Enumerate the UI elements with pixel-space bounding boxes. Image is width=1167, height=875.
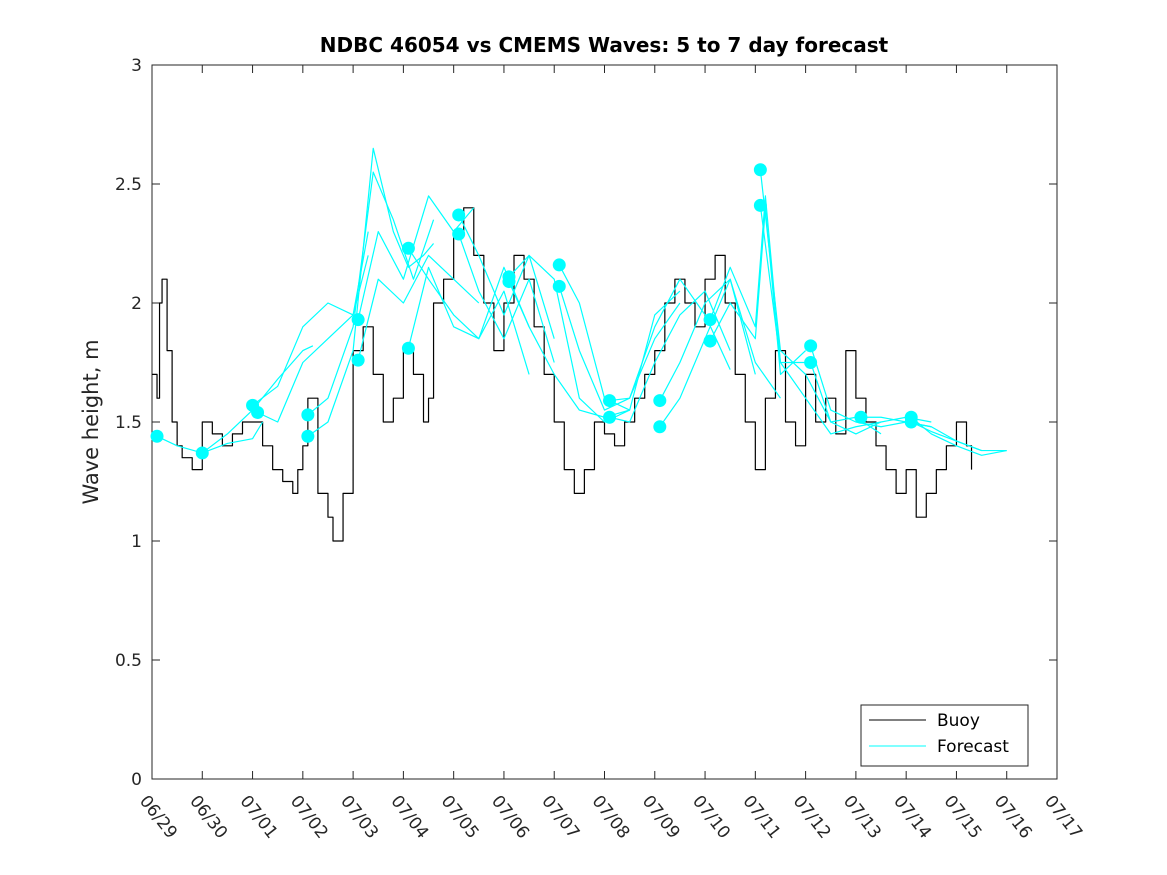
forecast-start-marker	[703, 334, 717, 348]
legend-buoy-label: Buoy	[937, 711, 980, 731]
forecast-start-marker	[401, 241, 415, 255]
forecast-start-marker	[603, 394, 617, 408]
forecast-series-line	[759, 205, 882, 435]
forecast-start-marker	[502, 275, 516, 289]
legend-forecast-label: Forecast	[937, 737, 1009, 757]
tick-marks	[151, 64, 1058, 780]
forecast-start-marker	[401, 341, 415, 355]
forecast-series-line	[156, 421, 264, 454]
forecast-series-line	[458, 233, 555, 363]
y-tick-labels: 0 0.5 1 1.5 2 2.5 3	[115, 56, 142, 790]
forecast-start-marker	[195, 446, 209, 460]
forecast-start-marker	[351, 353, 365, 367]
y-tick-label: 0	[131, 770, 142, 790]
plot-area	[150, 64, 1058, 780]
legend-box	[860, 704, 1029, 767]
forecast-series-line	[659, 278, 781, 401]
forecast-series-line	[609, 290, 731, 423]
y-tick-label: 1.5	[115, 413, 142, 433]
chart-title: NDBC 46054 vs CMEMS Waves: 5 to 7 day fo…	[320, 33, 889, 57]
forecast-start-marker	[753, 198, 767, 212]
forecast-series-line	[257, 231, 369, 423]
y-axis-label: Wave height, m	[79, 339, 103, 504]
forecast-start-marker	[804, 356, 818, 369]
forecast-series-line	[357, 195, 475, 320]
forecast-start-marker	[251, 405, 265, 419]
y-tick-label: 0.5	[115, 651, 142, 671]
forecast-start-marker	[452, 208, 466, 222]
forecast-start-marker	[150, 429, 164, 443]
y-tick-label: 3	[131, 56, 142, 76]
y-tick-label: 2	[131, 294, 142, 314]
forecast-start-marker	[804, 339, 818, 353]
forecast-start-marker	[301, 429, 315, 443]
y-tick-label: 1	[131, 532, 142, 552]
forecast-markers	[150, 163, 918, 460]
legend: Buoy Forecast	[860, 704, 1029, 767]
forecast-start-marker	[753, 163, 767, 177]
y-tick-label: 2.5	[115, 175, 142, 195]
forecast-start-marker	[552, 258, 566, 272]
forecast-series-line	[201, 345, 314, 454]
forecast-series-line	[558, 286, 681, 411]
forecast-start-marker	[552, 279, 566, 293]
forecast-start-marker	[653, 420, 667, 434]
forecast-series-line	[910, 421, 1007, 452]
forecast-start-marker	[351, 313, 365, 327]
forecast-series-line	[357, 254, 480, 361]
forecast-series-line	[709, 195, 806, 364]
forecast-start-marker	[603, 410, 617, 424]
forecast-start-marker	[703, 313, 717, 327]
forecast-series-line	[458, 214, 555, 339]
forecast-start-marker	[452, 227, 466, 241]
forecast-start-marker	[301, 408, 315, 422]
forecast-series-line	[307, 171, 435, 416]
forecast-start-marker	[653, 394, 667, 408]
forecast-start-marker	[854, 410, 868, 424]
buoy-series-line	[152, 207, 973, 542]
forecast-series-line	[709, 207, 807, 375]
forecast-start-marker	[904, 415, 918, 429]
